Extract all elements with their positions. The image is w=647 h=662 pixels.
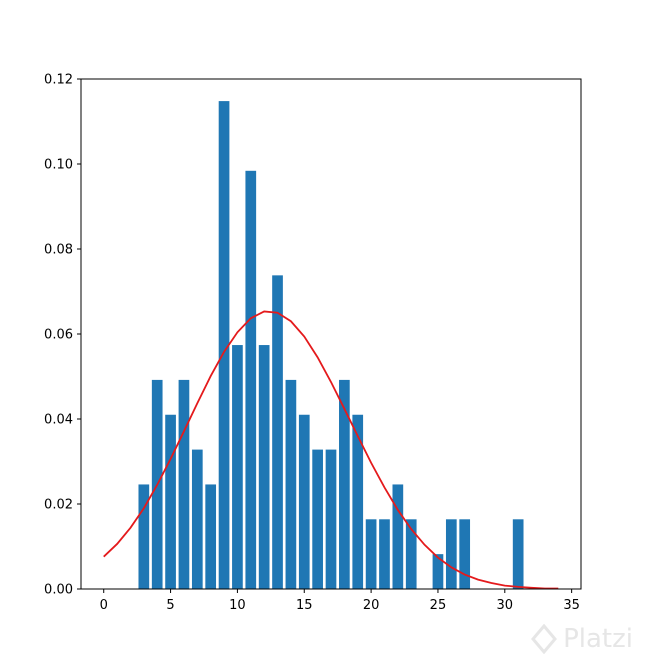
bar-x8: [205, 484, 217, 589]
y-axis: 0.00 0.02 0.04 0.06 0.08 0.10 0.12: [44, 73, 81, 598]
x-tick-label: 15: [296, 598, 313, 613]
bar-x31: [512, 519, 524, 589]
x-tick-label: 20: [363, 598, 380, 613]
bar-x18: [339, 379, 350, 589]
bar-x9: [218, 101, 230, 589]
bar-x6: [178, 379, 190, 589]
bars-layer: [138, 101, 524, 590]
watermark: Platzi: [531, 624, 633, 654]
x-tick-label: 35: [563, 598, 580, 613]
y-tick-label: 0.12: [44, 73, 73, 88]
bar-x20: [365, 519, 377, 589]
x-axis: 0 5 10 15 20 25 30 35: [100, 589, 580, 613]
bar-x12: [258, 345, 270, 589]
bar-x21: [379, 519, 390, 589]
y-tick-label: 0.06: [44, 328, 73, 343]
x-tick-label: 25: [430, 598, 447, 613]
bar-x17: [325, 449, 337, 589]
bar-x14: [285, 379, 297, 589]
y-tick-label: 0.00: [44, 583, 73, 598]
platzi-logo-icon: [531, 624, 558, 654]
bar-x26: [445, 519, 457, 589]
bar-x11: [245, 170, 257, 590]
bar-x16: [312, 449, 323, 589]
watermark-text: Platzi: [563, 624, 633, 654]
x-tick-label: 30: [497, 598, 514, 613]
bar-x13: [272, 275, 283, 589]
bar-x25: [432, 554, 444, 589]
x-tick-label: 0: [100, 598, 108, 613]
bar-x23: [405, 519, 417, 589]
line-layer: [103, 310, 559, 590]
bar-x27: [459, 519, 471, 589]
bar-x19: [352, 414, 364, 589]
bar-x22: [392, 484, 404, 589]
y-tick-label: 0.08: [44, 243, 73, 258]
x-tick-label: 10: [229, 598, 246, 613]
y-tick-label: 0.10: [44, 158, 73, 173]
bar-x3: [138, 484, 150, 589]
y-tick-label: 0.04: [44, 413, 73, 428]
density-curve: [103, 310, 559, 590]
bar-x10: [232, 345, 243, 589]
bar-x15: [298, 414, 310, 589]
bar-x5: [165, 414, 176, 589]
x-tick-label: 5: [166, 598, 174, 613]
y-tick-label: 0.02: [44, 498, 73, 513]
bar-x7: [191, 449, 203, 589]
